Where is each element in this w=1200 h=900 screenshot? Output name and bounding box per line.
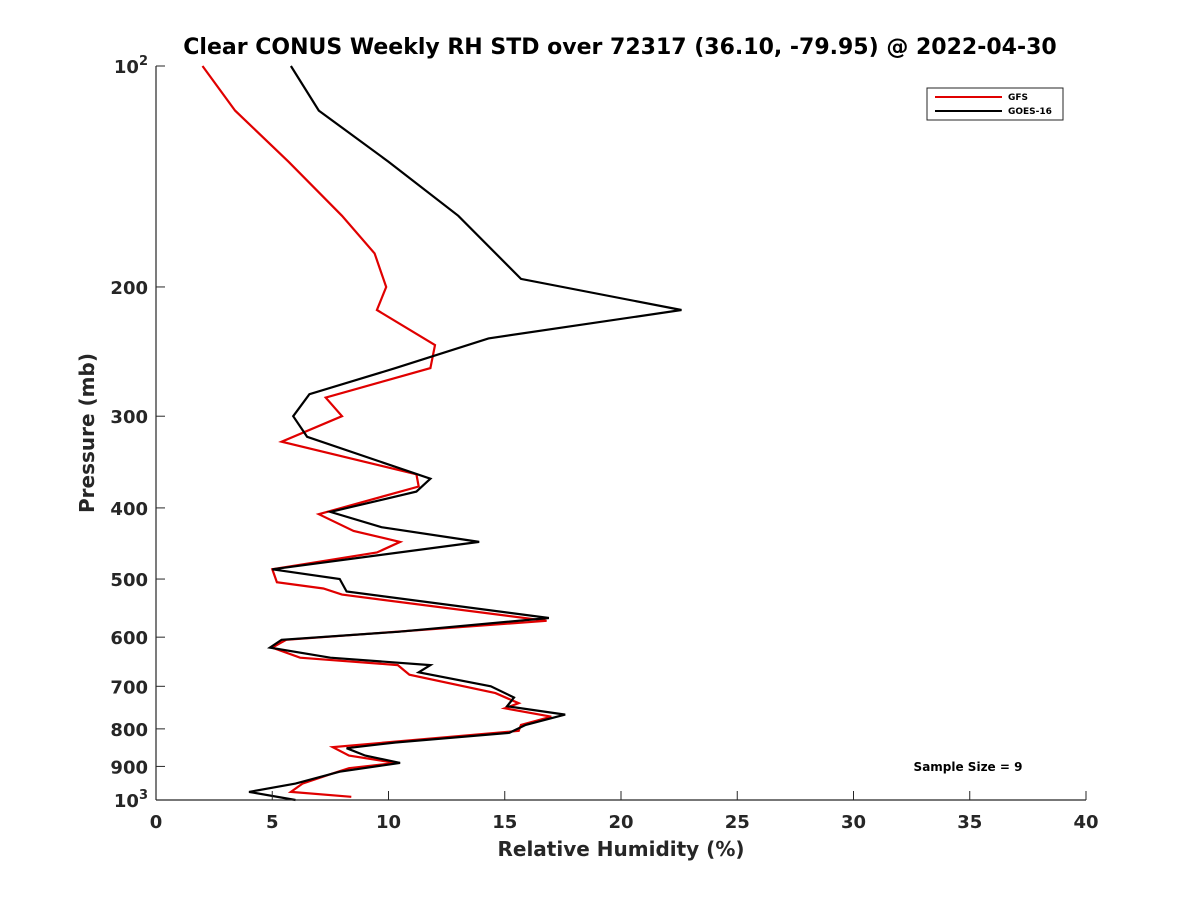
y-tick-label: 300 [110, 407, 148, 428]
legend-label-goes16: GOES-16 [1008, 107, 1052, 117]
series-line-gfs [201, 65, 552, 798]
y-tick-label-base: 500 [110, 570, 148, 591]
y-tick-label: 700 [110, 677, 148, 698]
y-tick-label-base: 900 [110, 757, 148, 778]
x-axis-label: Relative Humidity (%) [497, 837, 744, 861]
x-tick-label: 35 [957, 812, 982, 833]
legend-box [926, 87, 1064, 121]
y-tick-label: 800 [110, 720, 148, 741]
x-tick-label: 15 [492, 812, 517, 833]
y-axis-label: Pressure (mb) [75, 353, 99, 513]
y-tick-label: 200 [110, 278, 148, 299]
x-tick-label: 30 [841, 812, 866, 833]
y-tick-label-base: 10 [114, 791, 139, 812]
plot-area: 0 5 10 15 20 25 30 35 40 10220030040050060070080… [110, 54, 1098, 833]
plot-background [156, 66, 1086, 800]
x-tick-label: 5 [266, 812, 279, 833]
series-layer [201, 65, 682, 802]
sample-size-annotation: Sample Size = 9 [914, 760, 1023, 774]
x-tick-label: 25 [725, 812, 750, 833]
series-line-goes-16 [248, 65, 682, 802]
y-tick-label-base: 700 [110, 677, 148, 698]
y-tick-label-exponent: 2 [139, 54, 148, 69]
x-tick-label: 40 [1073, 812, 1098, 833]
x-axis-ticks: 0 5 10 15 20 25 30 35 40 [150, 791, 1099, 833]
legend-label-gfs: GFS [1008, 93, 1028, 103]
y-tick-label-exponent: 3 [139, 788, 148, 803]
y-tick-label-base: 200 [110, 278, 148, 299]
legend: GFS GOES-16 [926, 87, 1064, 121]
y-tick-label: 103 [114, 788, 148, 812]
y-tick-label: 400 [110, 499, 148, 520]
y-tick-label-base: 10 [114, 57, 139, 78]
y-tick-label: 600 [110, 628, 148, 649]
y-tick-label-base: 600 [110, 628, 148, 649]
y-tick-label-base: 800 [110, 720, 148, 741]
y-tick-label: 900 [110, 757, 148, 778]
y-tick-label-base: 400 [110, 499, 148, 520]
y-tick-label-base: 300 [110, 407, 148, 428]
x-tick-label: 20 [608, 812, 633, 833]
chart-title: Clear CONUS Weekly RH STD over 72317 (36… [183, 35, 1056, 60]
y-tick-label: 500 [110, 570, 148, 591]
x-tick-label: 10 [376, 812, 401, 833]
x-tick-label: 0 [150, 812, 163, 833]
y-tick-label: 102 [114, 54, 148, 78]
